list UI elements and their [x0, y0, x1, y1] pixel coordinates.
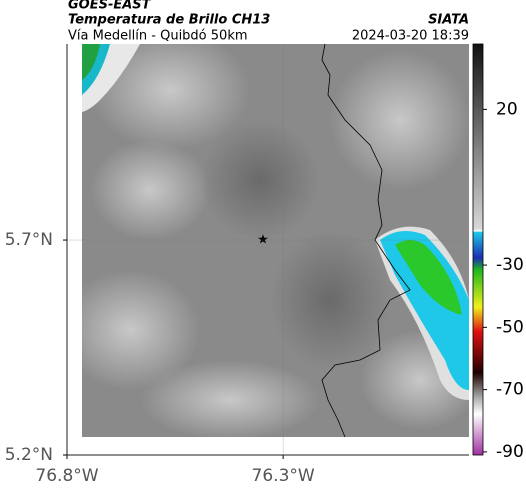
source: GOES-EAST [68, 0, 152, 13]
y-tick-label: 5.7°N [5, 230, 53, 250]
colorbar-tick-label: 20 [496, 99, 518, 119]
subtitle: Vía Medellín - Quibdó 50km [68, 29, 248, 44]
title: Temperatura de Brillo CH13 [68, 13, 270, 28]
satellite-image [82, 44, 469, 437]
x-tick-label: 76.3°W [252, 466, 315, 486]
border-line [321, 43, 411, 438]
x-tick-label: 76.8°W [35, 466, 98, 486]
colorbar-tick-label: -30 [496, 255, 524, 275]
colorbar-tick-label: -90 [496, 442, 524, 462]
colorbar [472, 43, 484, 456]
datetime: 2024-03-20 18:39 [352, 29, 469, 44]
colorbar-tick-label: -50 [496, 317, 524, 337]
org: SIATA [428, 13, 469, 28]
y-tick-label: 5.2°N [5, 445, 53, 465]
colorbar-tick-label: -70 [496, 380, 524, 400]
